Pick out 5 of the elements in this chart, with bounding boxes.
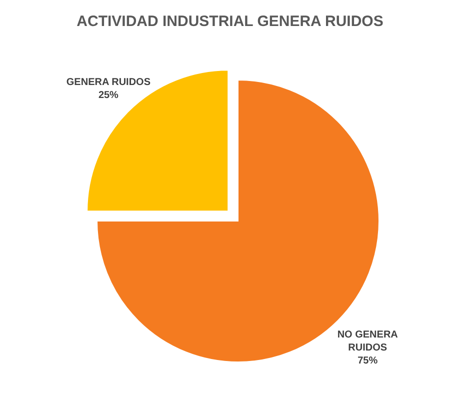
chart-title: ACTIVIDAD INDUSTRIAL GENERA RUIDOS xyxy=(76,13,384,30)
data-label: 25% xyxy=(98,90,119,101)
slice-label: GENERA RUIDOS xyxy=(66,76,151,88)
data-label: 75% xyxy=(358,356,378,367)
slice-label: NO GENERA RUIDOS xyxy=(337,330,398,354)
